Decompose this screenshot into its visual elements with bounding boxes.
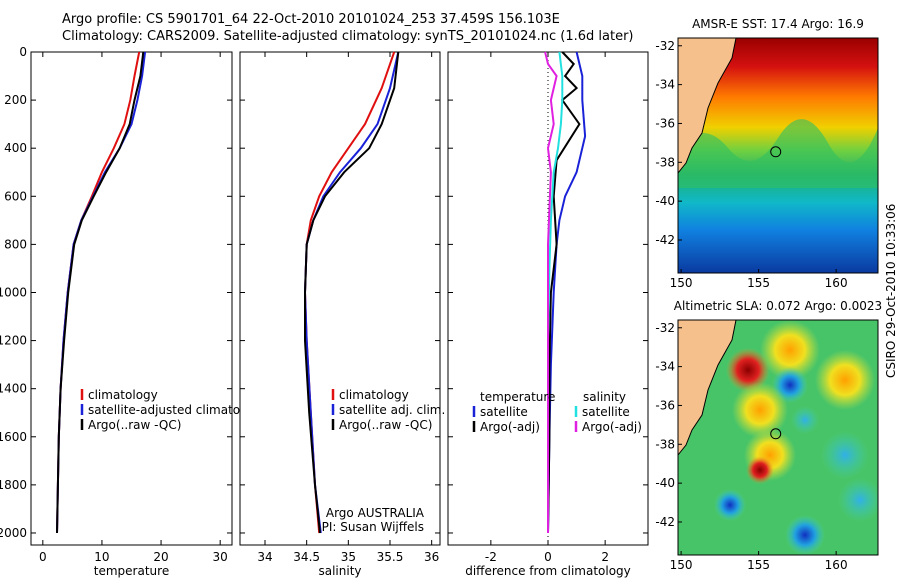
y-tick-label: 2000 — [0, 526, 27, 540]
sla-eddy — [714, 489, 746, 521]
x-tick-label: 160 — [825, 558, 848, 572]
x-tick-label: 155 — [747, 558, 770, 572]
sla-eddy — [760, 320, 820, 380]
y-tick-label: 200 — [4, 93, 27, 107]
x-tick-label: 150 — [670, 558, 693, 572]
x-tick-label: -2 — [485, 550, 497, 564]
y-tick-label: -34 — [655, 360, 675, 374]
sla-eddy — [732, 382, 788, 438]
legend-label: Argo(..raw -QC) — [339, 418, 432, 432]
map-field — [678, 320, 878, 555]
sst-map-panel: 150 155 160 -32 -34 -36 -38 -40 -42 AMSR-E SST: 1… — [655, 17, 879, 290]
land-australia — [678, 38, 737, 174]
map-frame — [677, 37, 879, 274]
y-tick-label: 600 — [4, 189, 27, 203]
x-axis-label: salinity — [318, 564, 361, 578]
y-tick-label: -36 — [655, 116, 675, 130]
y-tick-label: -40 — [655, 476, 675, 490]
x-axis-label: temperature — [94, 564, 169, 578]
legend-label: satellite-adjusted climatology — [88, 403, 266, 417]
x-tick-label: 20 — [153, 550, 168, 564]
map-frame — [677, 319, 879, 556]
y-tick-label: -36 — [655, 398, 675, 412]
x-tick-label: 2 — [601, 550, 609, 564]
argo-float-marker — [770, 146, 782, 158]
series-line-blue — [547, 51, 587, 534]
y-tick-label: -32 — [655, 39, 675, 53]
argo-float-marker — [770, 428, 782, 440]
annotation-line: PI: Susan Wijffels — [322, 520, 424, 534]
y-tick-label: -42 — [655, 233, 675, 247]
y-tick-label: 800 — [4, 237, 27, 251]
x-tick-label: 155 — [747, 276, 770, 290]
sla-map-panel: 150 155 160 -32 -34 -36 -38 -40 -42 Altimetric SL… — [655, 299, 882, 572]
map-title: Altimetric SLA: 0.072 Argo: 0.0023 — [674, 299, 882, 313]
legend-label: climatology — [339, 388, 409, 402]
x-tick-label: 30 — [213, 550, 228, 564]
y-tick-label: 0 — [19, 45, 27, 59]
map-title: AMSR-E SST: 17.4 Argo: 16.9 — [692, 17, 864, 31]
sla-eddy — [791, 406, 819, 434]
plot-frame — [239, 51, 441, 546]
legend-heading: salinity — [583, 390, 626, 404]
y-tick-label: 1800 — [0, 478, 27, 492]
x-tick-label: 150 — [670, 276, 693, 290]
sla-eddy — [785, 515, 825, 555]
y-tick-label: 1400 — [0, 382, 27, 396]
figure-title-line2: Climatology: CARS2009. Satellite-adjuste… — [62, 29, 634, 44]
y-tick-label: -42 — [655, 515, 675, 529]
land-australia — [678, 320, 737, 456]
sla-eddy — [726, 348, 770, 392]
sla-eddy — [821, 431, 869, 479]
legend-label: satellite — [480, 405, 528, 419]
x-axis-label: difference from climatology — [465, 564, 631, 578]
legend-label: Argo(-adj) — [480, 420, 540, 434]
x-tick-label: 36 — [424, 550, 439, 564]
x-tick-label: 35 — [341, 550, 356, 564]
y-tick-label: -32 — [655, 321, 675, 335]
legend-label: satellite adj. clim. — [339, 403, 445, 417]
legend-heading: temperature — [480, 390, 555, 404]
sla-eddy — [815, 350, 875, 410]
x-tick-label: 10 — [94, 550, 109, 564]
footer-credit: CSIRO 29-Oct-2010 10:33:06 — [884, 203, 898, 378]
y-tick-label: -34 — [655, 78, 675, 92]
x-tick-label: 34.5 — [293, 550, 320, 564]
map-field — [678, 38, 878, 273]
y-tick-label: 400 — [4, 141, 27, 155]
legend-label: Argo(-adj) — [582, 420, 642, 434]
series-line-black — [56, 51, 145, 534]
figure-title-line1: Argo profile: CS 5901701_64 22-Oct-2010 … — [62, 12, 560, 27]
series-line-black — [304, 51, 400, 534]
legend-label: satellite — [582, 405, 630, 419]
legend-label: Argo(..raw -QC) — [88, 418, 181, 432]
x-tick-label: 34 — [257, 550, 272, 564]
sst-front — [678, 119, 878, 188]
sla-eddy — [746, 456, 774, 484]
x-tick-label: 35.5 — [377, 550, 404, 564]
annotation-line: Argo AUSTRALIA — [326, 506, 425, 520]
y-tick-label: -38 — [655, 155, 675, 169]
y-tick-label: -40 — [655, 194, 675, 208]
profile-panel-1: 0 200 400 600 800 1000 1200 1400 1600 1800 2000 0 10… — [0, 45, 266, 578]
legend-label: climatology — [88, 388, 158, 402]
x-tick-label: 0 — [544, 550, 552, 564]
series-line-magenta — [544, 51, 558, 533]
x-tick-label: 0 — [39, 550, 47, 564]
y-tick-label: -38 — [655, 437, 675, 451]
y-tick-label: 1600 — [0, 430, 27, 444]
y-tick-label: 1000 — [0, 285, 27, 299]
plot-frame — [30, 51, 233, 546]
x-tick-label: 160 — [825, 276, 848, 290]
profile-panel-2: 34 34.5 35 35.5 36 salinity climatologysatelli… — [239, 51, 445, 578]
y-tick-label: 1200 — [0, 334, 27, 348]
sla-eddy — [838, 478, 878, 522]
